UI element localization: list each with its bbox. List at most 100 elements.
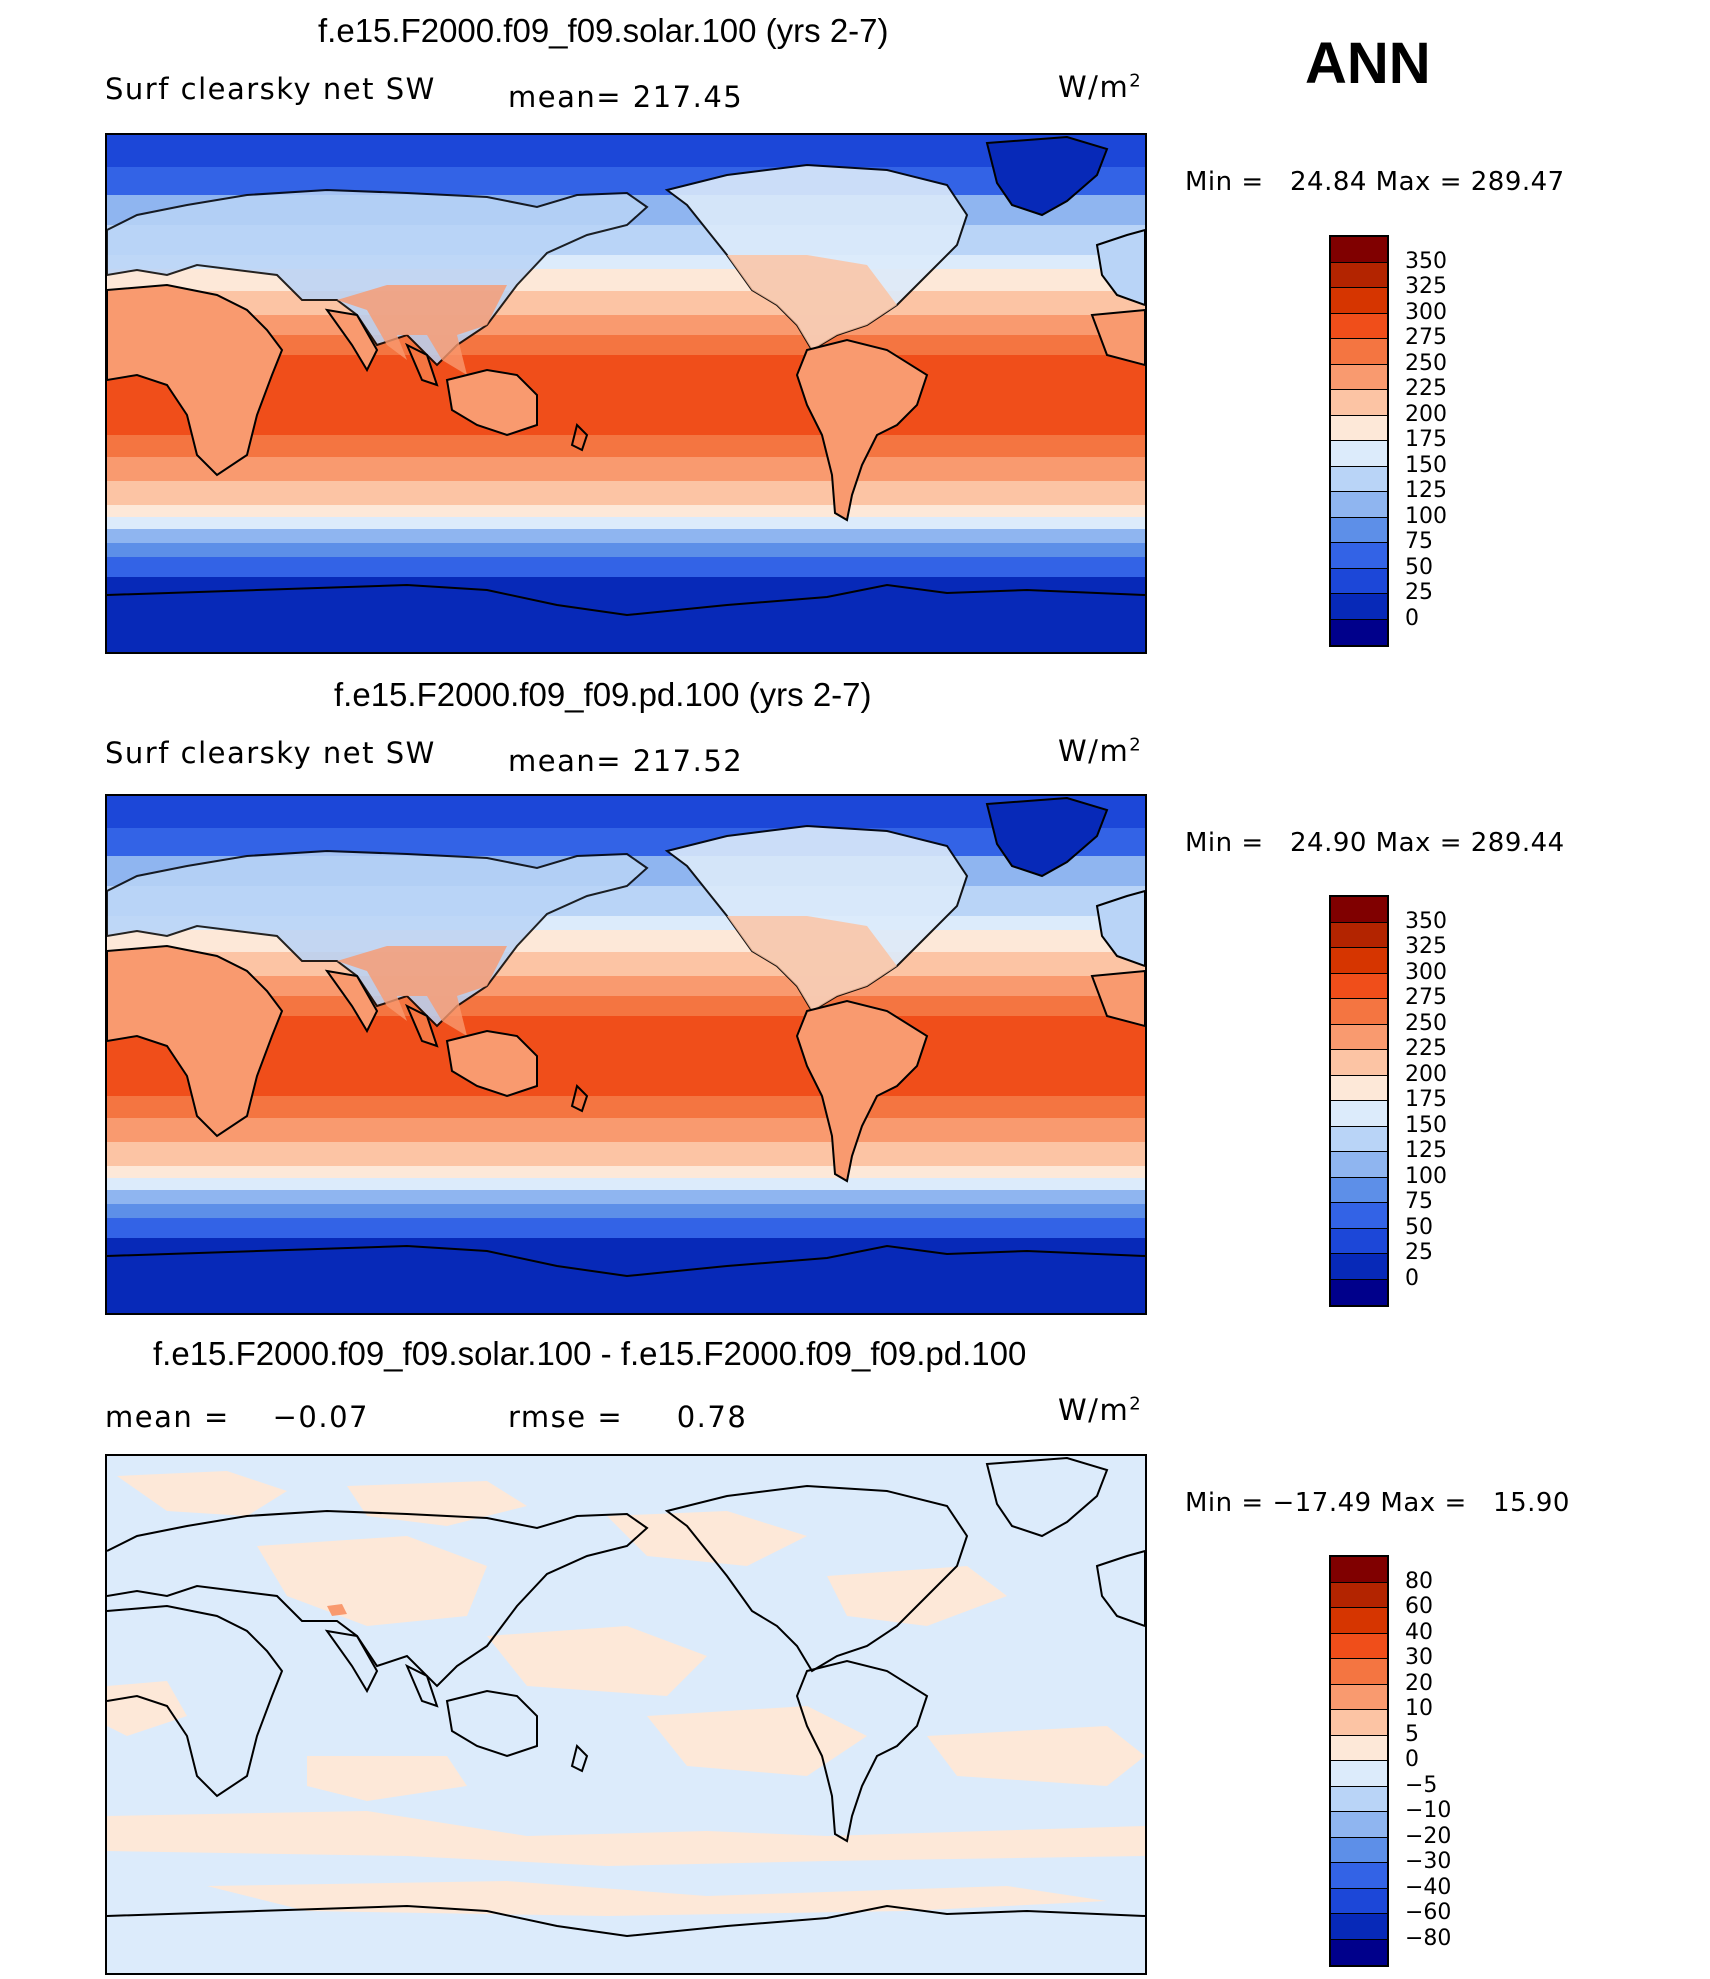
colorbar-label: 350: [1405, 908, 1447, 934]
panel-3-mean-label: mean = −0.07: [105, 1400, 370, 1434]
colorbar-label: 5: [1405, 1721, 1419, 1747]
panel-1-variable-label: Surf clearsky net SW: [105, 72, 436, 106]
colorbar-label: 300: [1405, 299, 1447, 325]
colorbar-swatch: [1331, 237, 1387, 263]
colorbar-label: 200: [1405, 401, 1447, 427]
colorbar-swatch: [1331, 594, 1387, 620]
colorbar-label: 325: [1405, 934, 1447, 959]
colorbar-swatch: [1331, 1684, 1387, 1710]
colorbar-swatch: [1331, 973, 1387, 999]
colorbar-label: 275: [1405, 985, 1447, 1010]
panel-1-minmax: Min = 24.84 Max = 289.47: [1185, 167, 1565, 197]
panel-3-rmse-label: rmse = 0.78: [508, 1400, 748, 1434]
colorbar-swatch: [1331, 1735, 1387, 1761]
colorbar-label: 325: [1405, 274, 1447, 299]
colorbar-label: 100: [1405, 503, 1447, 529]
panel-2-colorbar: [1329, 895, 1389, 1307]
colorbar-swatch: [1331, 390, 1387, 416]
panel-1-map-svg: [107, 135, 1145, 652]
panel-3-colorbar: [1329, 1555, 1389, 1967]
colorbar-label: 350: [1405, 248, 1447, 274]
colorbar-label: 50: [1405, 554, 1433, 580]
colorbar-label: 60: [1405, 1594, 1433, 1619]
colorbar-label: 175: [1405, 427, 1447, 452]
colorbar-label: −60: [1405, 1900, 1452, 1925]
panel-1-map: [105, 133, 1147, 654]
colorbar-label: 125: [1405, 478, 1447, 503]
colorbar-label: −80: [1405, 1925, 1452, 1951]
colorbar-label: 125: [1405, 1138, 1447, 1163]
panel-1-mean-label: mean= 217.45: [508, 80, 744, 114]
colorbar-swatch: [1331, 1075, 1387, 1101]
colorbar-label: 250: [1405, 350, 1447, 376]
panel-3-units-label: W/m2: [1058, 1393, 1143, 1427]
colorbar-swatch: [1331, 1152, 1387, 1178]
colorbar-label: 25: [1405, 1240, 1433, 1265]
colorbar-swatch: [1331, 1608, 1387, 1634]
colorbar-swatch: [1331, 999, 1387, 1025]
colorbar-label: −20: [1405, 1823, 1452, 1849]
colorbar-label: 300: [1405, 959, 1447, 985]
colorbar-swatch: [1331, 415, 1387, 441]
panel-2-variable-label: Surf clearsky net SW: [105, 736, 436, 770]
colorbar-label: 150: [1405, 452, 1447, 478]
colorbar-swatch: [1331, 1024, 1387, 1050]
colorbar-label: −30: [1405, 1849, 1452, 1874]
colorbar-label: 250: [1405, 1010, 1447, 1036]
colorbar-swatch: [1331, 948, 1387, 974]
colorbar-swatch: [1331, 1203, 1387, 1229]
panel-3-title: f.e15.F2000.f09_f09.solar.100 - f.e15.F2…: [153, 1335, 1027, 1372]
panel-2-minmax: Min = 24.90 Max = 289.44: [1185, 828, 1565, 858]
colorbar-swatch: [1331, 1837, 1387, 1863]
colorbar-swatch: [1331, 897, 1387, 923]
season-label: ANN: [1305, 31, 1431, 96]
colorbar-label: 40: [1405, 1619, 1433, 1645]
colorbar-swatch: [1331, 288, 1387, 314]
colorbar-swatch: [1331, 1126, 1387, 1152]
panel-2-units-label: W/m2: [1058, 734, 1143, 768]
colorbar-swatch: [1331, 1254, 1387, 1280]
colorbar-label: 50: [1405, 1214, 1433, 1240]
colorbar-swatch: [1331, 1888, 1387, 1914]
panel-3-minmax: Min = −17.49 Max = 15.90: [1185, 1488, 1570, 1518]
colorbar-label: 25: [1405, 580, 1433, 605]
colorbar-swatch: [1331, 568, 1387, 594]
colorbar-swatch: [1331, 1659, 1387, 1685]
colorbar-swatch: [1331, 1939, 1387, 1965]
colorbar-swatch: [1331, 1863, 1387, 1889]
colorbar-swatch: [1331, 1177, 1387, 1203]
colorbar-label: 75: [1405, 1189, 1433, 1214]
colorbar-swatch: [1331, 313, 1387, 339]
colorbar-label: −5: [1405, 1772, 1438, 1798]
colorbar-label: 0: [1405, 1265, 1419, 1291]
colorbar-label: 0: [1405, 605, 1419, 631]
colorbar-label: 30: [1405, 1645, 1433, 1670]
panel-1-units-label: W/m2: [1058, 70, 1143, 104]
colorbar-swatch: [1331, 1582, 1387, 1608]
colorbar-label: 150: [1405, 1112, 1447, 1138]
colorbar-swatch: [1331, 364, 1387, 390]
colorbar-label: 0: [1405, 1747, 1419, 1772]
colorbar-label: −40: [1405, 1874, 1452, 1900]
colorbar-swatch: [1331, 1761, 1387, 1787]
colorbar-label: 100: [1405, 1163, 1447, 1189]
colorbar-swatch: [1331, 441, 1387, 467]
colorbar-swatch: [1331, 543, 1387, 569]
colorbar-swatch: [1331, 1101, 1387, 1127]
panel-3-map-svg: [107, 1456, 1145, 1973]
colorbar-label: 200: [1405, 1061, 1447, 1087]
colorbar-swatch: [1331, 1786, 1387, 1812]
colorbar-swatch: [1331, 1279, 1387, 1305]
colorbar-label: 20: [1405, 1670, 1433, 1696]
colorbar-swatch: [1331, 619, 1387, 645]
colorbar-label: 225: [1405, 1036, 1447, 1061]
colorbar-swatch: [1331, 1710, 1387, 1736]
colorbar-swatch: [1331, 517, 1387, 543]
panel-2-map-svg: [107, 796, 1145, 1313]
colorbar-swatch: [1331, 922, 1387, 948]
colorbar-label: −10: [1405, 1798, 1452, 1823]
colorbar-label: 10: [1405, 1696, 1433, 1721]
panel-2-mean-label: mean= 217.52: [508, 744, 744, 778]
colorbar-swatch: [1331, 1557, 1387, 1583]
panel-2-title: f.e15.F2000.f09_f09.pd.100 (yrs 2-7): [334, 676, 872, 713]
